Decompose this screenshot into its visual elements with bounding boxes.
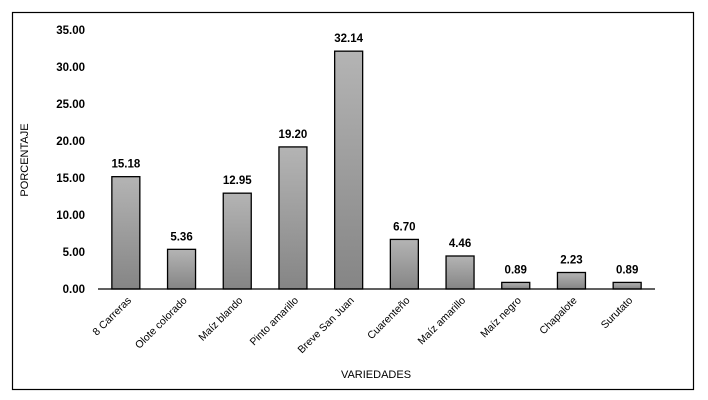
- bar: [222, 192, 252, 290]
- y-tick-label: 10.00: [56, 210, 85, 222]
- data-label: 0.89: [505, 264, 527, 276]
- bar: [501, 281, 531, 290]
- bar: [612, 281, 642, 290]
- data-label: 15.18: [111, 159, 140, 171]
- y-tick-label: 35.00: [56, 25, 85, 37]
- y-axis-label: PORCENTAJE: [19, 123, 31, 196]
- data-label: 4.46: [449, 238, 471, 250]
- data-label: 2.23: [560, 254, 582, 266]
- bar: [556, 271, 587, 290]
- data-label: 32.14: [334, 33, 363, 45]
- y-tick-label: 0.00: [63, 284, 85, 296]
- y-tick-label: 25.00: [56, 99, 85, 111]
- y-tick-label: 30.00: [56, 62, 85, 74]
- bar: [278, 146, 308, 290]
- data-label: 12.95: [223, 175, 252, 187]
- bar: [333, 50, 364, 290]
- bar: [166, 248, 197, 290]
- y-tick-label: 20.00: [56, 136, 85, 148]
- bar: [445, 255, 475, 290]
- bar: [389, 238, 420, 290]
- y-tick-label: 15.00: [56, 173, 85, 185]
- data-label: 6.70: [393, 221, 415, 233]
- data-label: 5.36: [170, 231, 192, 243]
- bar: [111, 176, 141, 290]
- data-label: 0.89: [616, 264, 638, 276]
- data-label: 19.20: [279, 129, 308, 141]
- x-axis-label: VARIEDADES: [341, 369, 411, 381]
- y-tick-label: 5.00: [63, 247, 85, 259]
